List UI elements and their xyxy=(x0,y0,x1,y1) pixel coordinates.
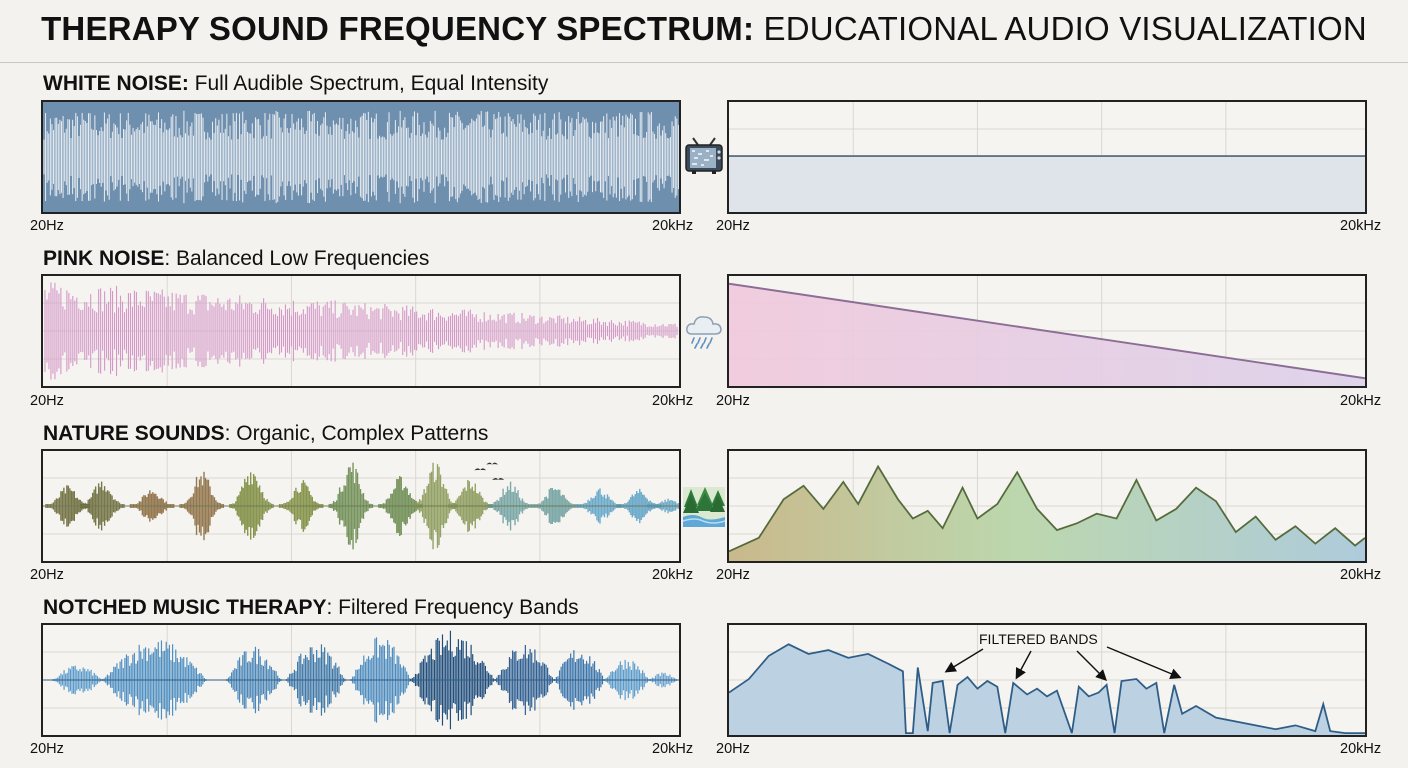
annotation-arrow xyxy=(1106,646,1182,679)
row-label-rest: : Balanced Low Frequencies xyxy=(164,247,430,270)
bird-icon xyxy=(492,478,505,480)
page-title: THERAPY SOUND FREQUENCY SPECTRUM: EDUCAT… xyxy=(0,10,1408,54)
waveform-strokes xyxy=(44,282,678,380)
tick-end: 20kHz xyxy=(1340,393,1382,409)
row-label-rest: : Filtered Frequency Bands xyxy=(326,596,579,619)
spectrum-line xyxy=(729,282,1365,380)
tick-start: 20Hz xyxy=(716,741,750,757)
spectrum-line xyxy=(729,464,1365,553)
notched-music-waveform xyxy=(43,625,679,735)
annotation-arrow xyxy=(1076,650,1107,681)
notched-music-spectrum xyxy=(729,625,1365,735)
tick-start: 20Hz xyxy=(30,567,64,583)
tick-end: 20kHz xyxy=(652,567,694,583)
row-label-notched-music: NOTCHED MUSIC THERAPY: Filtered Frequenc… xyxy=(43,596,579,620)
birds xyxy=(474,462,505,480)
tick-start: 20Hz xyxy=(30,218,64,234)
tick-end: 20kHz xyxy=(652,393,694,409)
nature-sounds-waveform xyxy=(43,451,679,561)
filtered-bands-annotation: FILTERED BANDS xyxy=(979,631,1098,647)
row-label-bold: NOTCHED MUSIC THERAPY xyxy=(43,596,327,619)
row-label-pink-noise: PINK NOISE: Balanced Low Frequencies xyxy=(43,247,429,271)
white-noise-waveform-panel xyxy=(41,100,681,214)
rain-cloud-icon xyxy=(684,312,724,350)
tick-end: 20kHz xyxy=(652,741,694,757)
row-label-rest: : Organic, Complex Patterns xyxy=(224,422,489,445)
tick-end: 20kHz xyxy=(1340,218,1382,234)
tick-start: 20Hz xyxy=(716,218,750,234)
nature-sounds-waveform-panel xyxy=(41,449,681,563)
white-noise-waveform xyxy=(43,102,679,212)
notched-music-waveform-panel xyxy=(41,623,681,737)
row-label-bold: WHITE NOISE: xyxy=(43,72,189,95)
spectrum-area xyxy=(729,283,1365,386)
notched-music-spectrum-panel: FILTERED BANDS xyxy=(727,623,1367,737)
waveform-strokes xyxy=(43,110,679,204)
title-bold: THERAPY SOUND FREQUENCY SPECTRUM: xyxy=(41,10,755,47)
annotation-arrow xyxy=(1015,650,1032,680)
bird-icon xyxy=(486,462,499,465)
nature-sounds-spectrum xyxy=(729,451,1365,561)
spectrum-area xyxy=(729,156,1365,212)
bird-icon xyxy=(474,468,487,471)
pink-noise-spectrum xyxy=(729,276,1365,386)
pink-noise-spectrum-panel xyxy=(727,274,1367,388)
pink-noise-waveform xyxy=(43,276,679,386)
title-divider xyxy=(0,62,1408,63)
tick-start: 20Hz xyxy=(716,567,750,583)
tick-start: 20Hz xyxy=(716,393,750,409)
tick-end: 20kHz xyxy=(1340,741,1382,757)
row-label-rest: Full Audible Spectrum, Equal Intensity xyxy=(188,72,549,95)
spectrum-line xyxy=(729,643,1365,734)
forest-stream-icon xyxy=(683,487,725,527)
annotation-arrow xyxy=(944,648,984,673)
spectrum-area xyxy=(729,466,1365,561)
waveform-background xyxy=(43,102,679,212)
tick-start: 20Hz xyxy=(30,393,64,409)
grid xyxy=(43,276,679,386)
row-label-white-noise: WHITE NOISE: Full Audible Spectrum, Equa… xyxy=(43,72,548,96)
row-label-nature-sounds: NATURE SOUNDS: Organic, Complex Patterns xyxy=(43,422,488,446)
row-label-bold: NATURE SOUNDS xyxy=(43,422,225,445)
annotation-arrows xyxy=(944,646,1182,681)
white-noise-spectrum xyxy=(729,102,1365,212)
tv-static-icon xyxy=(684,137,724,175)
row-label-bold: PINK NOISE xyxy=(43,247,165,270)
white-noise-spectrum-panel xyxy=(727,100,1367,214)
nature-sounds-spectrum-panel xyxy=(727,449,1367,563)
tick-end: 20kHz xyxy=(1340,567,1382,583)
title-rest: EDUCATIONAL AUDIO VISUALIZATION xyxy=(754,10,1367,47)
tick-start: 20Hz xyxy=(30,741,64,757)
pink-noise-waveform-panel xyxy=(41,274,681,388)
tick-end: 20kHz xyxy=(652,218,694,234)
